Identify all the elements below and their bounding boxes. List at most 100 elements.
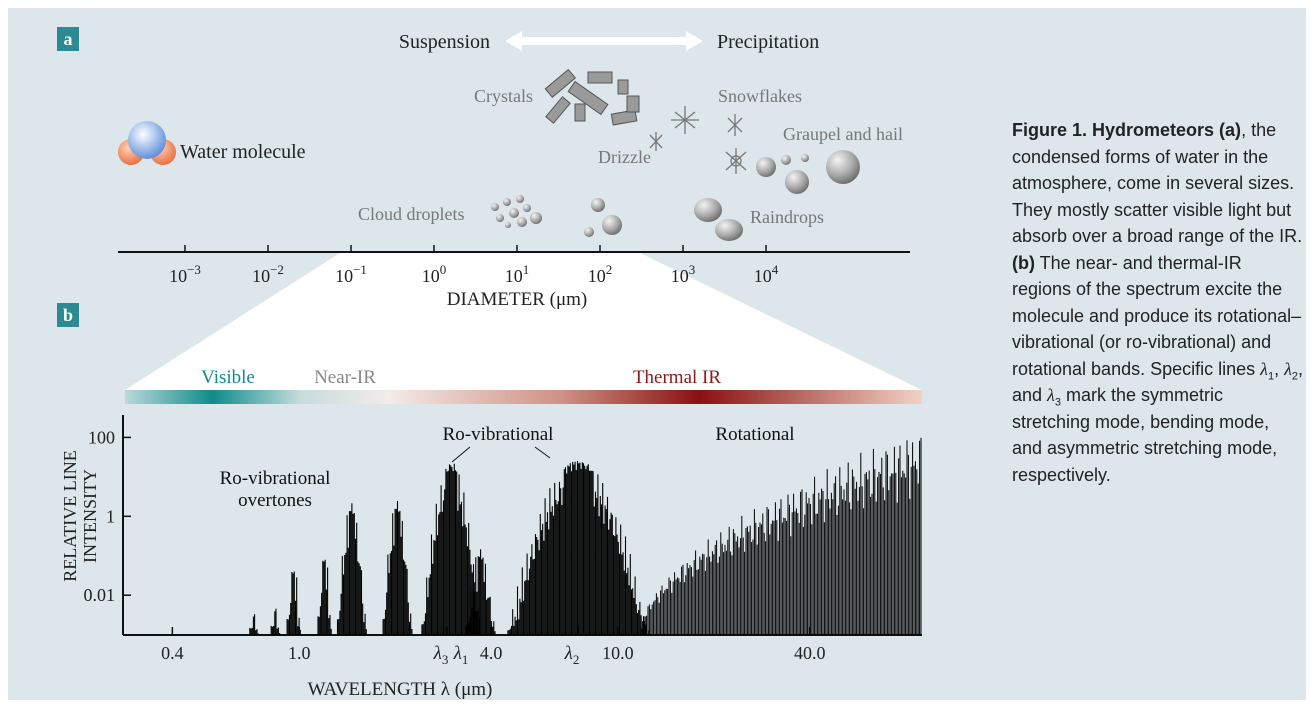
caption-text: 1 bbox=[1267, 370, 1275, 383]
item-label: Drizzle bbox=[598, 147, 651, 167]
caption-text: 2 bbox=[1291, 370, 1299, 383]
rotational-band bbox=[640, 437, 922, 635]
tick-exponent: 2 bbox=[606, 262, 613, 277]
spectral-band bbox=[465, 549, 496, 635]
tick-base: 10 bbox=[754, 266, 772, 286]
spectral-band bbox=[336, 503, 367, 635]
spectral-band bbox=[286, 571, 301, 635]
x-tick-label: 10.0 bbox=[602, 643, 634, 663]
tick-base: 10 bbox=[505, 266, 523, 286]
tick-base: 10 bbox=[671, 266, 689, 286]
tick-base: 10 bbox=[588, 266, 606, 286]
axis-label: DIAMETER (μm) bbox=[447, 289, 588, 310]
annotation: overtones bbox=[238, 490, 312, 511]
caption-text: λ bbox=[1047, 385, 1055, 405]
item-label: Water molecule bbox=[180, 141, 306, 163]
x-axis-label: WAVELENGTH λ (μm) bbox=[308, 679, 493, 700]
tick-label: 10−2 bbox=[252, 262, 284, 286]
annotation: Ro-vibrational bbox=[443, 424, 554, 445]
caption-text: (b) bbox=[1012, 252, 1035, 273]
tick-base: 10 bbox=[422, 266, 440, 286]
lambda-symbol: λ bbox=[564, 643, 573, 664]
spectral-band bbox=[507, 460, 649, 635]
lambda-symbol: λ bbox=[453, 643, 462, 664]
tick-label: 101 bbox=[505, 262, 530, 286]
caption-text: , and bbox=[1012, 358, 1304, 406]
double-arrow bbox=[505, 31, 703, 51]
tick-base: 10 bbox=[335, 266, 353, 286]
x-tick-label: 0.4 bbox=[161, 643, 184, 663]
tick-label: 104 bbox=[754, 262, 779, 286]
tick-base: 10 bbox=[252, 266, 270, 286]
x-tick-label: 40.0 bbox=[794, 643, 826, 663]
tick-label: 10−3 bbox=[169, 262, 201, 286]
zoom-wedge bbox=[125, 253, 922, 390]
panel-label-box bbox=[57, 303, 79, 327]
y-tick-label: 0.01 bbox=[84, 585, 116, 605]
cloud-droplets-icon bbox=[491, 195, 542, 228]
y-axis-label: RELATIVE LINE bbox=[60, 450, 80, 581]
tick-exponent: 0 bbox=[440, 262, 447, 277]
tick-label: 103 bbox=[671, 262, 696, 286]
drizzle-icon bbox=[584, 198, 622, 237]
y-axis-label: INTENSITY bbox=[80, 469, 100, 563]
lambda-symbol: λ bbox=[433, 643, 442, 664]
x-tick-label: 1.0 bbox=[288, 643, 311, 663]
tick-label: 100 bbox=[422, 262, 447, 286]
spectral-band bbox=[317, 559, 332, 635]
caption: Figure 1. Hydrometeors (a), the condense… bbox=[1012, 117, 1304, 488]
item-label: Graupel and hail bbox=[783, 124, 903, 144]
caption-text: mark the symmetric stretching mode, bend… bbox=[1012, 385, 1278, 485]
arrow-label: Suspension bbox=[399, 31, 490, 53]
band-label: Thermal IR bbox=[633, 367, 721, 388]
lambda-label: λ3 bbox=[433, 643, 449, 667]
tick-exponent: 3 bbox=[689, 262, 696, 277]
item-label: Crystals bbox=[474, 86, 533, 106]
tick-label: 102 bbox=[588, 262, 613, 286]
item-label: Raindrops bbox=[750, 207, 824, 227]
tick-exponent: −2 bbox=[270, 262, 284, 277]
tick-exponent: 4 bbox=[772, 262, 779, 277]
caption-text: Figure 1. Hydrometeors (a) bbox=[1012, 120, 1242, 140]
spectral-band bbox=[249, 614, 259, 635]
y-tick-label: 1 bbox=[106, 506, 115, 526]
lambda-sub: 1 bbox=[462, 652, 469, 667]
caption-text: λ bbox=[1260, 358, 1268, 379]
tick-exponent: −3 bbox=[187, 262, 201, 277]
lambda-label: λ2 bbox=[564, 643, 580, 667]
tick-exponent: 1 bbox=[523, 262, 530, 277]
y-tick-label: 100 bbox=[88, 427, 115, 447]
panel-label: a bbox=[64, 29, 73, 49]
annotation: Ro-vibrational bbox=[220, 468, 331, 489]
graupel-icon bbox=[756, 150, 860, 194]
lambda-label: λ1 bbox=[453, 643, 469, 667]
lambda-sub: 2 bbox=[573, 652, 580, 667]
x-tick-label: 4.0 bbox=[480, 643, 503, 663]
caption-text: , the condensed forms of water in the at… bbox=[1012, 120, 1303, 246]
raindrops-icon bbox=[694, 198, 743, 241]
caption-text: , bbox=[1274, 358, 1285, 379]
annotation-leader bbox=[451, 446, 551, 463]
arrow-label: Precipitation bbox=[717, 31, 819, 53]
spectrum-color-bar bbox=[125, 390, 922, 404]
lambda-sub: 3 bbox=[442, 652, 449, 667]
item-label: Cloud droplets bbox=[358, 204, 465, 224]
tick-exponent: −1 bbox=[353, 262, 367, 277]
band-label: Near-IR bbox=[314, 367, 376, 388]
tick-base: 10 bbox=[169, 266, 187, 286]
tick-label: 10−1 bbox=[335, 262, 367, 286]
caption-text: 3 bbox=[1054, 396, 1061, 409]
caption-text: λ bbox=[1284, 358, 1292, 379]
annotation: Rotational bbox=[715, 424, 794, 445]
water-molecule-icon bbox=[118, 121, 176, 165]
panel-label-box bbox=[57, 27, 79, 51]
spectral-band bbox=[382, 501, 413, 635]
crystals-icon bbox=[544, 68, 640, 126]
panel-label: b bbox=[63, 305, 73, 325]
snowflakes-icon bbox=[649, 106, 747, 174]
band-label: Visible bbox=[201, 367, 255, 388]
item-label: Snowflakes bbox=[718, 86, 802, 106]
spectral-band bbox=[270, 608, 281, 635]
caption-text: The near- and thermal-IR regions of the … bbox=[1012, 252, 1302, 379]
